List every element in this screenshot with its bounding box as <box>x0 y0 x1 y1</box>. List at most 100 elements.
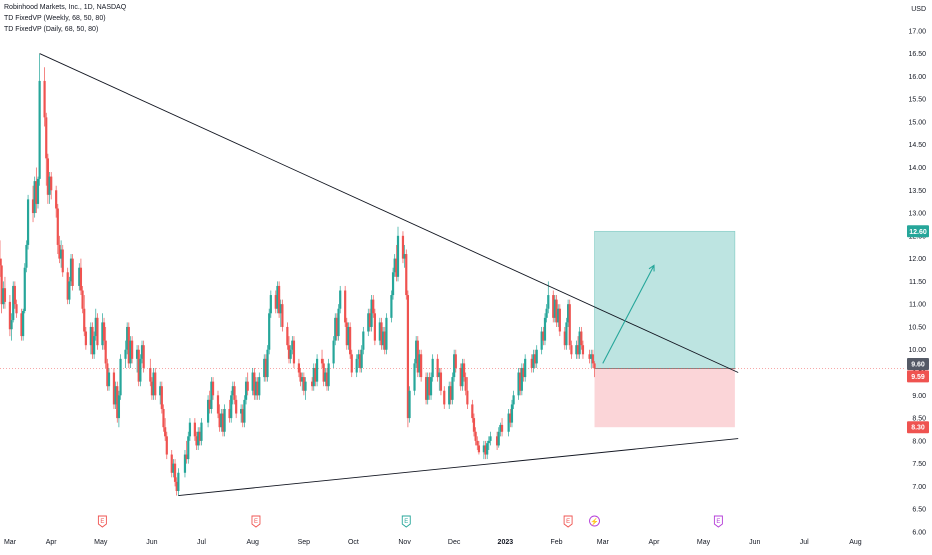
x-tick-label: Nov <box>398 539 411 546</box>
candle <box>79 258 83 296</box>
candle-body <box>183 454 187 473</box>
candle <box>10 313 13 341</box>
earnings-letter: E <box>716 519 720 525</box>
candle-body <box>276 285 279 309</box>
earnings-marker[interactable]: E <box>563 515 573 528</box>
candle <box>94 308 97 341</box>
indicator-weekly-label[interactable]: TD FixedVP (Weekly, 68, 50, 80) <box>4 15 106 22</box>
symbol-title[interactable]: Robinhood Markets, Inc., 1D, NASDAQ <box>4 4 127 11</box>
candle <box>221 408 225 437</box>
candle <box>454 349 457 373</box>
arrow-head[interactable] <box>648 264 655 272</box>
candle-body <box>31 199 35 214</box>
candle <box>83 295 86 337</box>
y-tick-label: 10.50 <box>908 324 926 331</box>
earnings-icon[interactable] <box>713 515 723 528</box>
arrow-line[interactable] <box>602 265 655 364</box>
candle <box>0 258 3 314</box>
candle <box>486 440 489 460</box>
candle-body <box>570 345 573 355</box>
candle <box>264 354 267 382</box>
candle <box>581 340 585 359</box>
earnings-icon[interactable] <box>251 515 261 528</box>
candle <box>543 313 547 346</box>
candle <box>315 354 319 387</box>
candle-body <box>124 349 127 359</box>
earnings-marker[interactable]: E <box>251 515 261 528</box>
candle-body <box>487 440 490 444</box>
candle <box>96 313 99 350</box>
lower-trendline[interactable] <box>178 438 739 496</box>
candle <box>510 399 514 428</box>
x-tick-label: May <box>697 539 711 546</box>
candle-body <box>58 244 61 259</box>
candle <box>197 427 200 450</box>
candle <box>449 381 452 405</box>
target-price-label-bg <box>907 225 929 238</box>
candle-body <box>268 313 271 350</box>
candle <box>382 326 385 350</box>
candle-body <box>358 354 362 368</box>
earnings-icon[interactable] <box>97 515 107 528</box>
candle <box>13 281 16 309</box>
candle-body <box>517 372 520 396</box>
earnings-marker[interactable]: E <box>713 515 723 528</box>
x-tick-label: Oct <box>348 539 359 546</box>
candle <box>451 372 454 405</box>
countdown-price-label-text: 9.59 <box>911 374 925 381</box>
candle-body <box>116 386 119 419</box>
candle-body <box>140 345 144 359</box>
candle <box>311 377 314 391</box>
candle-body <box>13 285 16 305</box>
candles-group <box>0 53 596 496</box>
candle-body <box>314 367 317 382</box>
candle <box>31 185 35 223</box>
y-tick-label: 15.50 <box>908 97 926 104</box>
x-tick-label: Jul <box>197 539 206 546</box>
candle-body <box>311 381 314 387</box>
candle-body <box>223 408 226 432</box>
earnings-marker[interactable]: E <box>401 515 411 528</box>
indicator-daily-label[interactable]: TD FixedVP (Daily, 68, 50, 80) <box>4 26 99 33</box>
candle <box>495 431 499 450</box>
candle-body <box>26 199 30 245</box>
candle <box>251 367 254 396</box>
candle <box>304 377 307 400</box>
candle <box>578 326 581 359</box>
y-tick-label: 8.50 <box>912 416 926 423</box>
candle <box>429 372 433 400</box>
candle <box>149 358 152 387</box>
candle <box>139 354 142 387</box>
candle-body <box>360 349 363 368</box>
target-zone[interactable] <box>594 230 736 369</box>
candle <box>472 413 476 437</box>
candle <box>448 381 451 409</box>
candle <box>235 395 238 419</box>
candle <box>332 336 335 368</box>
candle <box>462 358 466 382</box>
candle <box>385 313 388 355</box>
stop-zone[interactable] <box>594 368 735 428</box>
upper-trendline[interactable] <box>39 53 739 373</box>
candle-body <box>2 288 5 305</box>
earnings-icon[interactable] <box>563 515 573 528</box>
candle <box>187 431 190 464</box>
earnings-marker[interactable]: E <box>97 515 107 528</box>
candle-body <box>547 295 550 309</box>
candle <box>378 317 381 346</box>
candle-body <box>535 349 538 364</box>
candle <box>218 404 221 432</box>
candle-body <box>368 313 372 327</box>
earnings-icon[interactable] <box>401 515 411 528</box>
candle <box>223 404 226 437</box>
candle-body <box>415 340 418 364</box>
candle <box>230 390 233 423</box>
candle-body <box>264 358 267 378</box>
candle <box>89 322 92 355</box>
dividend-marker[interactable]: ⚡ <box>589 515 600 527</box>
candle-body <box>395 258 398 277</box>
candle <box>553 295 556 323</box>
lightning-icon[interactable] <box>589 515 600 527</box>
